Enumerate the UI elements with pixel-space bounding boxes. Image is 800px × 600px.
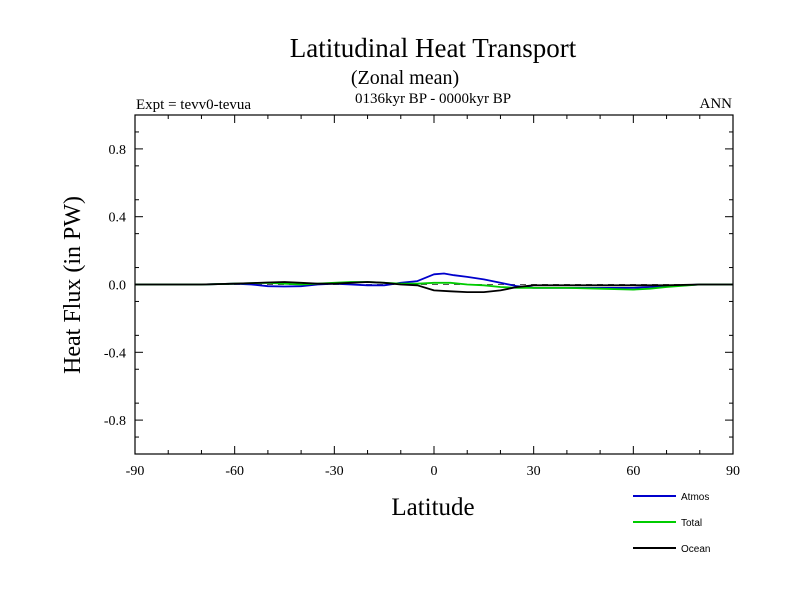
y-tick-label: -0.8 bbox=[104, 414, 126, 429]
x-tick-label: 30 bbox=[527, 464, 541, 479]
x-tick-label: -60 bbox=[225, 464, 244, 479]
x-tick-label: -90 bbox=[126, 464, 145, 479]
legend-label-atmos: Atmos bbox=[681, 492, 709, 503]
series-line-ocean bbox=[135, 281, 733, 294]
season-label: ANN bbox=[700, 96, 733, 112]
chart-subtitle: (Zonal mean) bbox=[351, 67, 459, 89]
y-tick-label: 0.8 bbox=[109, 143, 127, 158]
y-tick-label: -0.4 bbox=[104, 346, 126, 361]
experiment-label: Expt = tevv0-tevua bbox=[136, 97, 251, 113]
series-layer bbox=[135, 272, 733, 294]
legend-label-total: Total bbox=[681, 518, 702, 529]
x-axis-label: Latitude bbox=[391, 494, 474, 521]
series-line-atmos bbox=[135, 272, 733, 289]
plot-frame bbox=[134, 114, 734, 455]
y-tick-label: 0.4 bbox=[109, 211, 127, 226]
period-label: 0136kyr BP - 0000kyr BP bbox=[355, 91, 511, 107]
legend-label-ocean: Ocean bbox=[681, 544, 710, 555]
y-axis-label: Heat Flux (in PW) bbox=[60, 196, 86, 374]
y-tick-label: 0.0 bbox=[109, 279, 127, 294]
x-tick-label: 90 bbox=[726, 464, 740, 479]
x-tick-label: 0 bbox=[431, 464, 438, 479]
x-tick-label: -30 bbox=[325, 464, 344, 479]
chart-title: Latitudinal Heat Transport bbox=[290, 33, 577, 63]
legend: Atmos Total Ocean bbox=[633, 492, 710, 555]
tick-layer: -90 -60 -30 0 30 60 90 -0.8 -0.4 0.0 0.4 0.8 bbox=[104, 115, 740, 479]
x-tick-label: 60 bbox=[626, 464, 640, 479]
